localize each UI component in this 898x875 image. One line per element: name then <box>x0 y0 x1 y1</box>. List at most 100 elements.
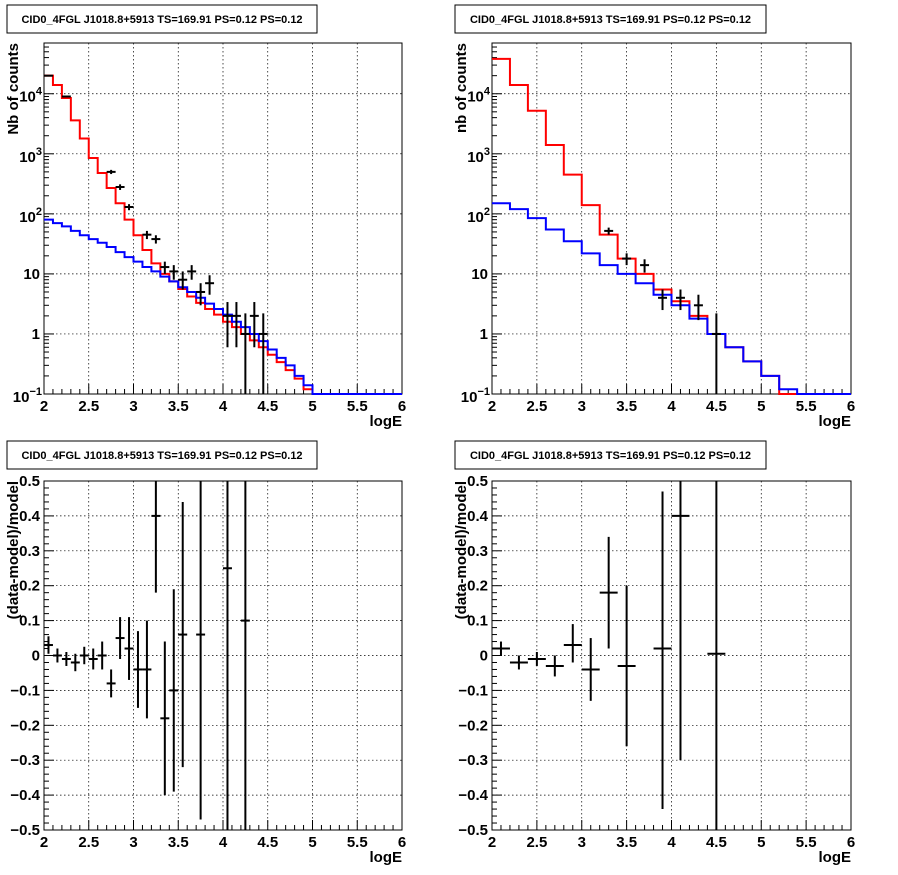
x-tick-label: 3.5 <box>616 834 637 851</box>
data-point <box>44 636 53 654</box>
data-point <box>106 669 116 698</box>
x-tick-label: 5.5 <box>796 398 817 415</box>
data-point <box>711 313 721 394</box>
data-point <box>79 646 89 665</box>
data-point <box>671 481 690 761</box>
data-point <box>124 617 134 680</box>
x-axis-label: logE <box>819 849 852 866</box>
data-points <box>44 74 268 394</box>
data-point <box>622 253 632 266</box>
y-tick-label: −0.5 <box>10 822 40 839</box>
data-point <box>124 204 134 211</box>
x-tick-label: 6 <box>847 398 855 415</box>
x-tick-label: 4.5 <box>706 398 727 415</box>
x-tick-label: 6 <box>398 834 406 851</box>
x-tick-label: 2 <box>488 834 496 851</box>
data-point <box>581 638 600 701</box>
chart-title: CID0_4FGL J1018.8+5913 TS=169.91 PS=0.12… <box>21 14 302 26</box>
data-point <box>223 302 232 348</box>
y-tick-label: 0.5 <box>467 473 488 490</box>
data-point <box>196 481 206 820</box>
data-point <box>44 74 53 77</box>
chart-title: CID0_4FGL J1018.8+5913 TS=169.91 PS=0.12… <box>21 450 302 462</box>
x-tick-label: 3.5 <box>168 834 189 851</box>
data-point <box>258 313 268 394</box>
chart-panel-1: 2 2.5 3 3.5 4 4.5 5 5.5 6 10−1 1 10 102 103 104 logE Nb … <box>5 4 406 430</box>
y-axis-label: (data-model)/model <box>453 481 470 619</box>
chart-title-box <box>6 4 318 34</box>
chart-panel-4: 2 2.5 3 3.5 4 4.5 5 5.5 6 −0.5 −0.4 −0.3 −0.2 −0.1 0 0.… <box>453 440 855 866</box>
data-point <box>142 620 152 719</box>
data-point <box>97 641 107 670</box>
y-tick-label: −0.2 <box>10 717 40 734</box>
x-tick-label: 3.5 <box>616 398 637 415</box>
data-points <box>492 481 726 830</box>
data-point <box>240 313 250 394</box>
chart-title-box <box>6 440 318 470</box>
y-tick-label: 103 <box>19 146 42 166</box>
y-tick-label: −0.1 <box>458 682 488 699</box>
y-tick-label: 102 <box>467 206 490 226</box>
data-point <box>527 652 546 666</box>
y-tick-label: −0.4 <box>10 787 40 804</box>
y-tick-label: 10 <box>23 266 40 283</box>
x-tick-label: 2.5 <box>78 398 99 415</box>
chart-title: CID0_4FGL J1018.8+5913 TS=169.91 PS=0.12… <box>470 450 751 462</box>
data-point <box>187 265 197 280</box>
y-tick-label: 104 <box>19 86 43 106</box>
x-axis-label: logE <box>370 849 403 866</box>
y-tick-label: 102 <box>19 206 42 226</box>
data-point <box>604 227 614 235</box>
x-tick-label: 5 <box>308 398 316 415</box>
y-tick-label: 10 <box>471 266 488 283</box>
x-tick-label: 2 <box>40 398 48 415</box>
data-point <box>169 589 179 792</box>
data-point <box>88 648 98 670</box>
x-tick-label: 4 <box>667 398 676 415</box>
data-point <box>653 491 672 810</box>
data-point <box>707 481 726 830</box>
x-tick-label: 3 <box>578 834 586 851</box>
data-point <box>640 259 650 273</box>
y-axis-label: Nb of counts <box>5 43 22 135</box>
y-tick-label: 0.3 <box>467 543 488 560</box>
data-point <box>169 265 179 280</box>
y-tick-label: 0.1 <box>467 613 488 630</box>
x-tick-label: 4.5 <box>257 398 278 415</box>
x-tick-label: 2.5 <box>526 398 547 415</box>
data-point <box>675 289 685 311</box>
y-tick-label: −0.5 <box>458 822 488 839</box>
y-tick-label: −0.3 <box>458 752 488 769</box>
chart-title-box <box>454 4 767 34</box>
y-tick-label: 0.3 <box>19 543 40 560</box>
data-point <box>142 230 152 240</box>
x-tick-label: 3 <box>129 834 137 851</box>
x-tick-label: 4 <box>219 398 228 415</box>
chart-title: CID0_4FGL J1018.8+5913 TS=169.91 PS=0.12… <box>470 14 751 26</box>
x-tick-label: 2 <box>40 834 48 851</box>
y-tick-label: 0 <box>480 648 488 665</box>
x-tick-label: 4 <box>219 834 228 851</box>
y-tick-label: 0.2 <box>467 578 488 595</box>
x-tick-label: 2 <box>488 398 496 415</box>
x-tick-label: 5.5 <box>347 834 368 851</box>
x-tick-label: 2.5 <box>78 834 99 851</box>
x-tick-label: 3.5 <box>168 398 189 415</box>
y-tick-label: 0.5 <box>19 473 40 490</box>
data-point <box>61 652 71 666</box>
y-tick-label: −0.2 <box>458 717 488 734</box>
y-tick-label: 0.4 <box>19 508 41 525</box>
chart-panel-2: 2 2.5 3 3.5 4 4.5 5 5.5 6 10−1 1 10 102 103 104 logE nb … <box>453 4 855 430</box>
y-tick-label: 1 <box>32 326 40 343</box>
x-tick-label: 3 <box>129 398 137 415</box>
x-tick-label: 5 <box>757 834 765 851</box>
data-point <box>160 641 170 796</box>
x-tick-label: 5.5 <box>796 834 817 851</box>
y-tick-label: 103 <box>467 146 490 166</box>
chart-title-box <box>454 440 767 470</box>
y-axis-label: nb of counts <box>453 43 470 133</box>
data-point <box>151 481 161 593</box>
x-tick-label: 2.5 <box>526 834 547 851</box>
data-point <box>563 624 582 663</box>
y-tick-label: −0.1 <box>10 682 40 699</box>
